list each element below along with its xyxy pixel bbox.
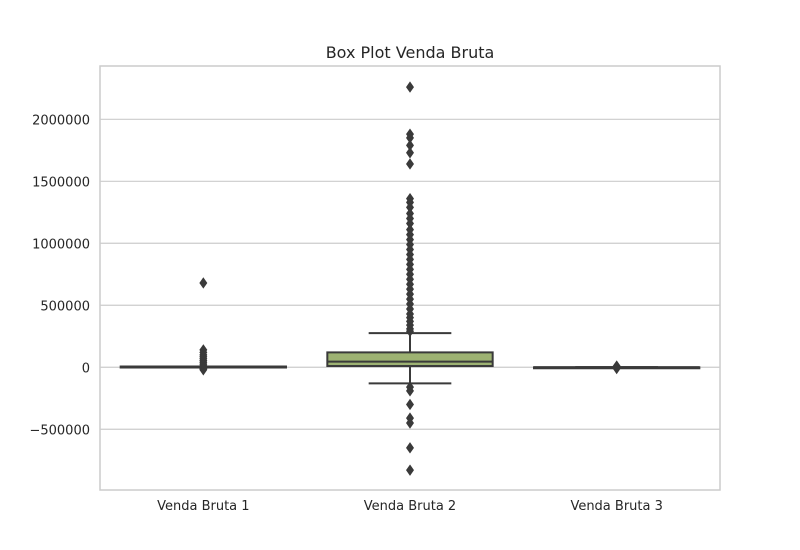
outlier-point xyxy=(406,464,414,476)
x-tick-label: Venda Bruta 1 xyxy=(157,499,249,514)
box-3 xyxy=(533,360,701,375)
outlier-point xyxy=(406,147,414,159)
y-tick-label: −500000 xyxy=(29,423,90,438)
outlier-point xyxy=(612,362,621,375)
y-tick-label: 500000 xyxy=(40,299,90,314)
outlier-point xyxy=(406,158,414,170)
plot-frame xyxy=(99,65,721,491)
y-tick-labels: −500000 0 500000 1000000 1500000 2000000 xyxy=(29,113,90,438)
outlier-point xyxy=(406,81,414,93)
outlier-point xyxy=(199,364,208,376)
x-tick-labels: Venda Bruta 1 Venda Bruta 2 Venda Bruta 3 xyxy=(157,499,663,514)
outlier-point xyxy=(406,325,414,338)
box-2 xyxy=(326,81,494,476)
box-iqr xyxy=(326,351,494,368)
box-1 xyxy=(119,277,287,376)
outlier-point xyxy=(406,385,414,397)
y-tick-label: 1500000 xyxy=(32,175,90,190)
outlier-point xyxy=(406,417,414,429)
boxes xyxy=(119,81,701,476)
outlier-point xyxy=(406,398,414,411)
chart-title: Box Plot Venda Bruta xyxy=(326,43,495,62)
outlier-point xyxy=(199,277,208,289)
y-tick-label: 1000000 xyxy=(32,237,90,252)
y-tick-label: 0 xyxy=(82,361,90,376)
x-tick-label: Venda Bruta 3 xyxy=(570,499,662,514)
y-tick-label: 2000000 xyxy=(32,113,90,128)
x-tick-label: Venda Bruta 2 xyxy=(364,499,456,514)
outlier-point xyxy=(406,442,414,454)
